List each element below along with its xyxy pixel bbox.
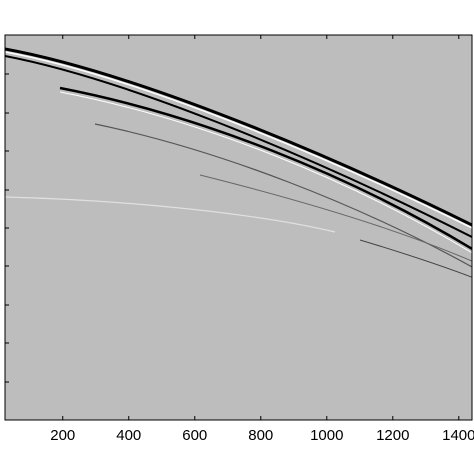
event xyxy=(5,55,472,239)
x-tick-label: 800 xyxy=(248,427,273,444)
event xyxy=(199,174,472,262)
event xyxy=(5,51,472,229)
x-tick-label: 1200 xyxy=(376,427,409,444)
y-ticks xyxy=(5,73,9,383)
x-tick-label: 200 xyxy=(50,427,75,444)
event xyxy=(5,47,472,227)
x-tick-label: 1400 xyxy=(442,427,474,444)
x-tick-label: 1000 xyxy=(310,427,343,444)
event xyxy=(59,86,472,251)
x-tick-label: 600 xyxy=(182,427,207,444)
image-background xyxy=(5,35,472,420)
seismic-events xyxy=(5,47,472,278)
event xyxy=(359,239,472,278)
event xyxy=(5,196,336,233)
x-tick-label: 400 xyxy=(116,427,141,444)
event xyxy=(59,91,472,254)
